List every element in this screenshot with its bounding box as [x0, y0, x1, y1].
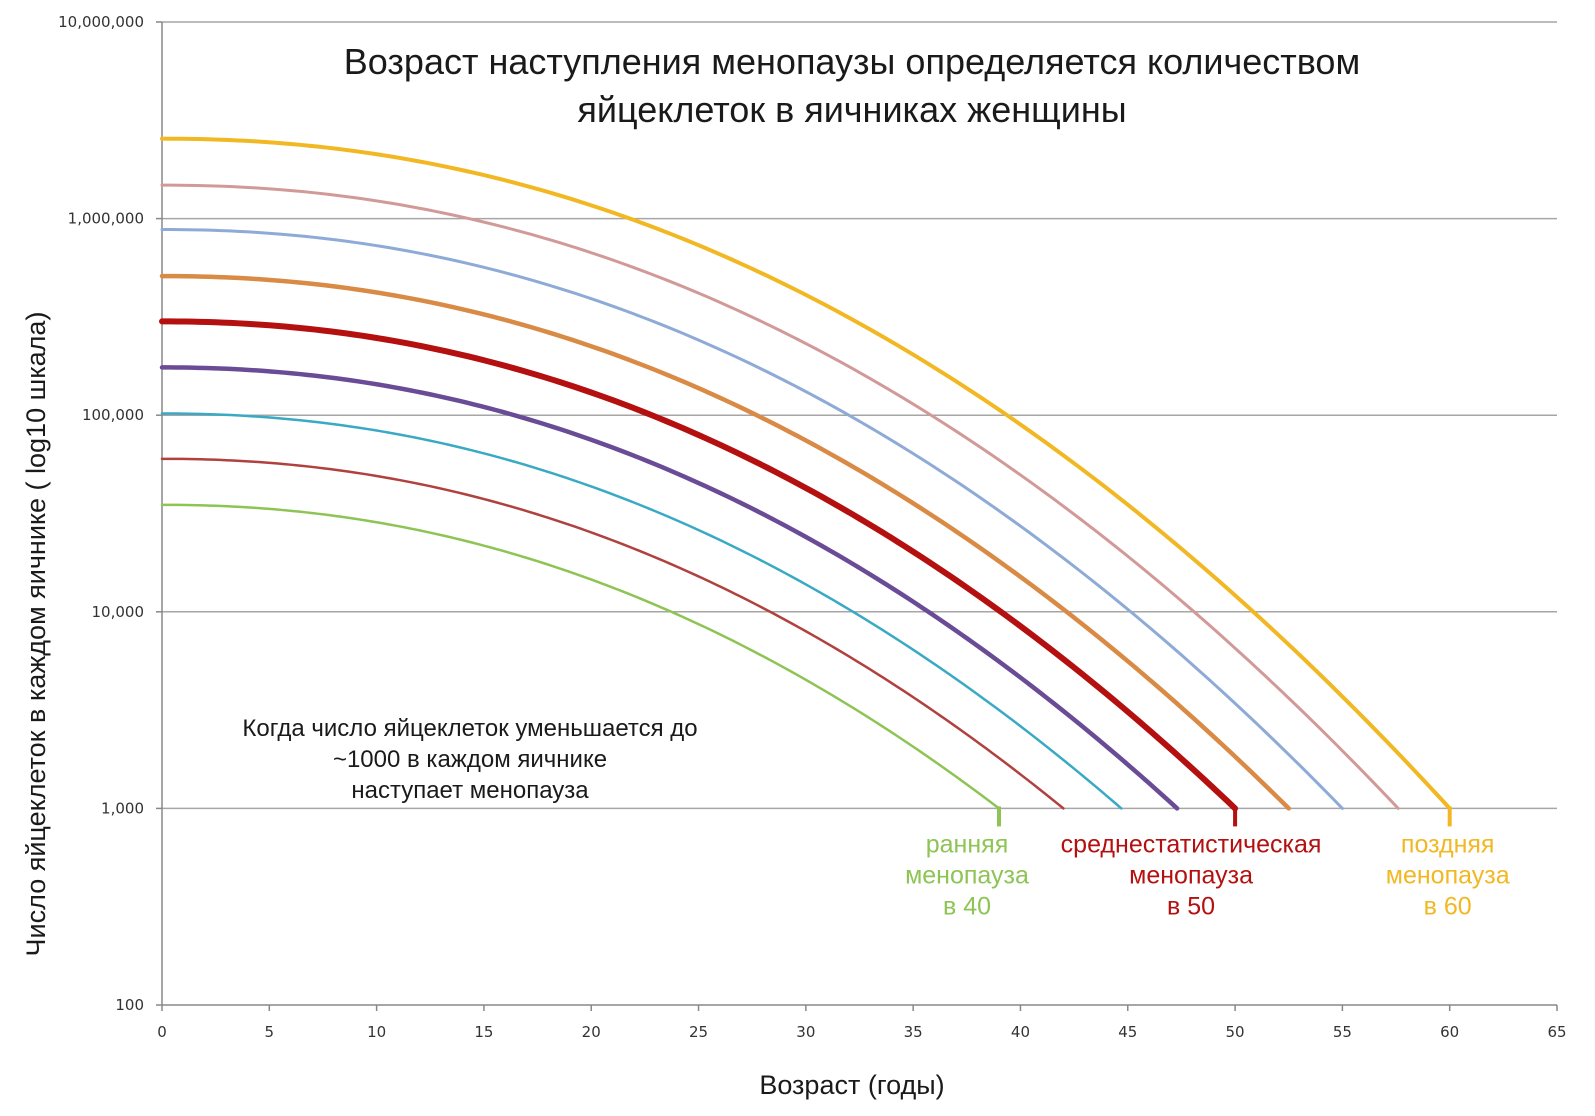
y-tick-label-1: 1,000,000 [68, 210, 144, 228]
x-tick-label-10: 50 [1226, 1023, 1245, 1041]
x-tick-label-3: 15 [474, 1023, 493, 1041]
x-axis-ticks: 0 5 10 15 20 25 30 35 40 45 50 55 60 65 [157, 1005, 1567, 1041]
menopause-label-2-line-1: среднестатистическая [1061, 830, 1322, 858]
series-line-8 [160, 183, 1400, 810]
menopause-note-line-3: наступает менопауза [351, 777, 589, 804]
menopause-labels: ранняя менопауза в 40 среднестатистическая м… [905, 830, 1510, 920]
series-line-5 [159, 318, 1239, 812]
y-tick-label-4: 1,000 [101, 799, 144, 817]
series-line-6 [159, 273, 1291, 811]
x-tick-label-13: 65 [1547, 1023, 1566, 1041]
y-tick-label-2: 100,000 [82, 406, 144, 424]
x-tick-label-11: 55 [1333, 1023, 1352, 1041]
x-tick-label-6: 30 [796, 1023, 815, 1041]
menopause-note-line-2: ~1000 в каждом яичнике [333, 746, 607, 773]
x-tick-label-7: 35 [904, 1023, 923, 1041]
y-tick-label-0: 10,000,000 [58, 13, 144, 31]
x-tick-label-9: 45 [1118, 1023, 1137, 1041]
series-lines [159, 136, 1452, 812]
series-line-4 [159, 365, 1180, 811]
menopause-note-line-1: Когда число яйцеклеток уменьшается до [242, 715, 697, 742]
series-line-7 [160, 228, 1344, 810]
series-line-1 [160, 503, 1001, 810]
x-tick-label-5: 25 [689, 1023, 708, 1041]
series-line-2 [160, 457, 1065, 810]
x-tick-label-8: 40 [1011, 1023, 1030, 1041]
y-axis-label: Число яйцеклеток в каждом яичнике ( log1… [21, 312, 51, 957]
menopause-label-1-line-1: ранняя [926, 830, 1009, 858]
menopause-label-3-line-3: в 60 [1424, 892, 1472, 920]
menopause-label-3-line-2: менопауза [1386, 861, 1510, 889]
menopause-label-1-line-3: в 40 [943, 892, 991, 920]
x-tick-label-0: 0 [157, 1023, 167, 1041]
y-tick-label-3: 10,000 [92, 603, 145, 621]
chart-title-line-1: Возраст наступления менопаузы определяет… [344, 41, 1360, 82]
x-tick-label-4: 20 [582, 1023, 601, 1041]
axes [161, 22, 1557, 1006]
menopause-label-3-line-1: поздняя [1401, 830, 1495, 858]
series-line-9 [160, 136, 1452, 811]
menopause-label-1-line-2: менопауза [905, 861, 1029, 889]
x-tick-label-2: 10 [367, 1023, 386, 1041]
chart-title-line-2: яйцеклеток в яичниках женщины [577, 89, 1126, 130]
menopause-markers [997, 806, 1452, 827]
y-tick-label-5: 100 [115, 996, 144, 1014]
series-line-3 [160, 412, 1123, 810]
y-axis-ticks: 10,000,000 1,000,000 100,000 10,000 1,000 100 [58, 13, 162, 1014]
menopause-label-2-line-3: в 50 [1167, 892, 1215, 920]
x-tick-label-12: 60 [1440, 1023, 1459, 1041]
grid-lines [162, 21, 1557, 810]
menopause-label-2-line-2: менопауза [1129, 861, 1253, 889]
x-axis-label: Возраст (годы) [759, 1070, 944, 1100]
x-tick-label-1: 5 [265, 1023, 275, 1041]
